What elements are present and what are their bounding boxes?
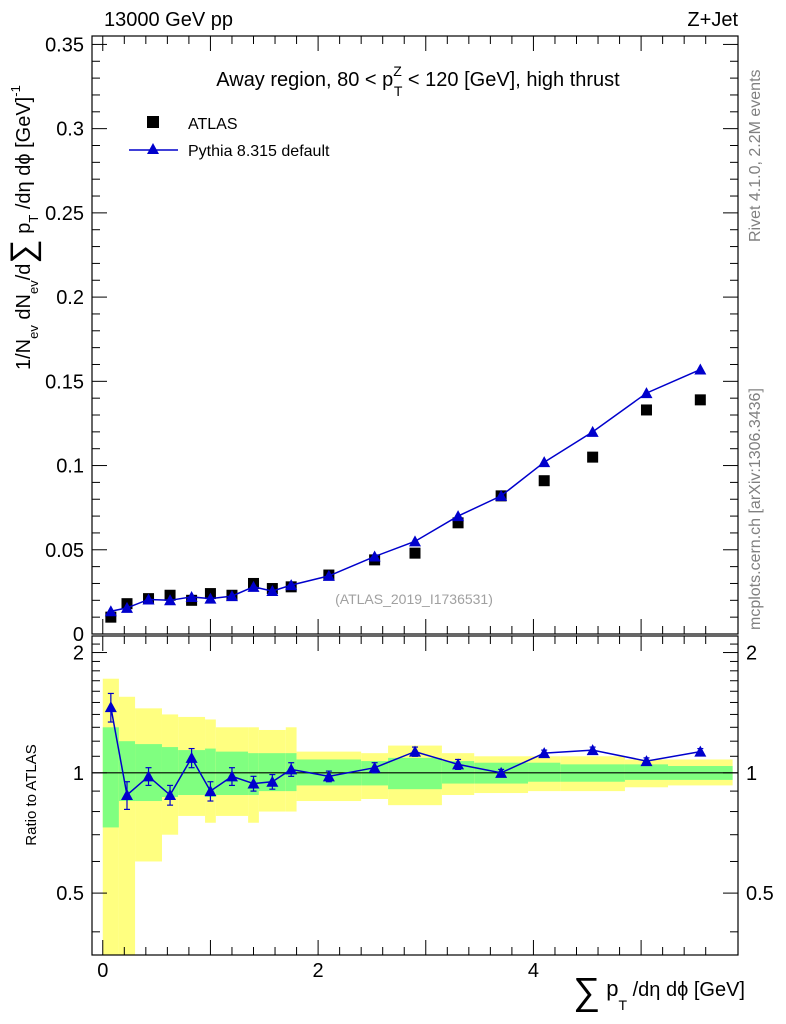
main-y-axis-label: 1/Nev dNev/d∑ pT /dη dϕ [GeV]-1 xyxy=(4,85,42,370)
pythia-data-point xyxy=(225,590,238,602)
x-tick-label: 0 xyxy=(97,960,108,982)
ratio-data-point xyxy=(694,745,707,757)
pythia-data-point xyxy=(142,593,155,605)
pythia-data-point xyxy=(409,535,421,547)
pythia-data-point xyxy=(538,456,551,468)
atlas-data-point xyxy=(538,475,550,487)
main-y-tick-label: 0.2 xyxy=(56,287,84,309)
pythia-data-point xyxy=(640,387,653,399)
main-y-tick-label: 0.3 xyxy=(56,119,84,141)
pythia-data-point xyxy=(204,592,217,604)
ratio-y-tick-label: 2 xyxy=(73,643,84,665)
ratio-data-point xyxy=(142,770,155,782)
ratio-data-point xyxy=(586,744,599,756)
ratio-data-point xyxy=(247,777,260,789)
legend: ATLAS Pythia 8.315 default xyxy=(129,116,330,160)
ratio-y-tick-label: 1 xyxy=(73,763,84,785)
ratio-data-point xyxy=(104,701,117,713)
atlas-data-point xyxy=(409,547,421,559)
inner-band-bin xyxy=(528,762,561,782)
ratio-y-tick-label-right: 0.5 xyxy=(746,883,774,905)
main-y-tick-label: 0.25 xyxy=(45,203,84,225)
ratio-data-point xyxy=(495,766,508,778)
ratio-data-point xyxy=(164,789,177,801)
main-y-tick-label: 0 xyxy=(73,624,84,646)
legend-pythia-label: Pythia 8.315 default xyxy=(188,143,330,160)
outer-band-bin xyxy=(118,696,136,955)
pythia-line xyxy=(110,368,701,612)
atlas-data-point xyxy=(694,394,706,406)
inner-band-bin xyxy=(624,764,669,780)
pythia-data-point xyxy=(164,594,177,606)
ratio-data-point xyxy=(225,770,238,782)
ratio-data-point xyxy=(185,751,198,763)
atlas-data-point xyxy=(587,451,599,463)
legend-pythia-marker xyxy=(147,143,159,154)
pythia-data-point xyxy=(104,605,117,617)
pythia-data-point xyxy=(120,601,133,613)
inner-band-bin xyxy=(161,747,179,797)
uncertainty-bands xyxy=(92,678,738,955)
pythia-data-point xyxy=(495,489,508,501)
pythia-data-point xyxy=(266,585,279,597)
axes: 00.050.10.150.20.250.30.350 2 40.5 0.51 12 2 xyxy=(45,34,774,982)
x-axis-label: ∑ pT /dη dϕ [GeV] xyxy=(573,971,745,1013)
inner-band-bin xyxy=(102,727,119,828)
ratio-data-point xyxy=(120,789,133,801)
ratio-data-point xyxy=(266,775,279,787)
atlas-data-point xyxy=(105,611,117,623)
ratio-y-tick-label-right: 2 xyxy=(746,643,757,665)
pythia-data-point xyxy=(285,579,298,591)
mcplots-label: mcplots.cern.ch [arXiv:1306.3436] xyxy=(747,388,764,630)
ratio-data-point xyxy=(204,785,217,797)
pythia-data-point xyxy=(247,580,260,592)
ratio-y-axis-label: Ratio to ATLAS xyxy=(23,744,40,845)
ratio-data-point xyxy=(368,761,381,773)
ratio-data-point xyxy=(640,755,653,767)
x-tick-label: 4 xyxy=(528,960,539,982)
data-marks xyxy=(104,363,707,810)
pythia-data-point xyxy=(694,363,707,375)
x-tick-label: 2 xyxy=(313,960,324,982)
pythia-data-point xyxy=(586,425,599,437)
pythia-data-point xyxy=(452,510,465,522)
atlas-data-point xyxy=(452,517,464,529)
ratio-data-point xyxy=(285,763,298,775)
main-frame xyxy=(91,35,739,635)
main-y-tick-label: 0.35 xyxy=(45,34,84,56)
ratio-y-tick-label-right: 1 xyxy=(746,763,757,785)
ratio-frame xyxy=(91,635,739,956)
inner-band-bin xyxy=(248,753,259,796)
process-label: Z+Jet xyxy=(687,9,738,31)
analysis-watermark: (ATLAS_2019_I1736531) xyxy=(335,591,493,607)
legend-atlas-marker xyxy=(147,116,159,128)
main-y-tick-label: 0.1 xyxy=(56,456,84,478)
ratio-data-point xyxy=(409,745,421,757)
main-y-tick-label: 0.15 xyxy=(45,371,84,393)
ratio-data-point xyxy=(452,758,465,770)
inner-band-bin xyxy=(118,741,136,802)
atlas-data-point xyxy=(640,404,652,416)
legend-atlas-label: ATLAS xyxy=(188,116,238,133)
plot-title: Away region, 80 < pZ T < 120 [GeV], high … xyxy=(216,63,620,99)
ratio-data-point xyxy=(322,770,335,782)
pythia-data-point xyxy=(185,590,198,602)
main-y-tick-label: 0.05 xyxy=(45,540,84,562)
pythia-data-point xyxy=(322,569,335,581)
ratio-data-point xyxy=(538,747,551,759)
collision-energy-label: 13000 GeV pp xyxy=(104,9,233,31)
pythia-data-point xyxy=(368,550,381,562)
ratio-y-tick-label: 0.5 xyxy=(56,883,84,905)
rivet-version-label: Rivet 4.1.0, 2.2M events xyxy=(747,69,764,242)
inner-band-bin xyxy=(388,757,442,790)
